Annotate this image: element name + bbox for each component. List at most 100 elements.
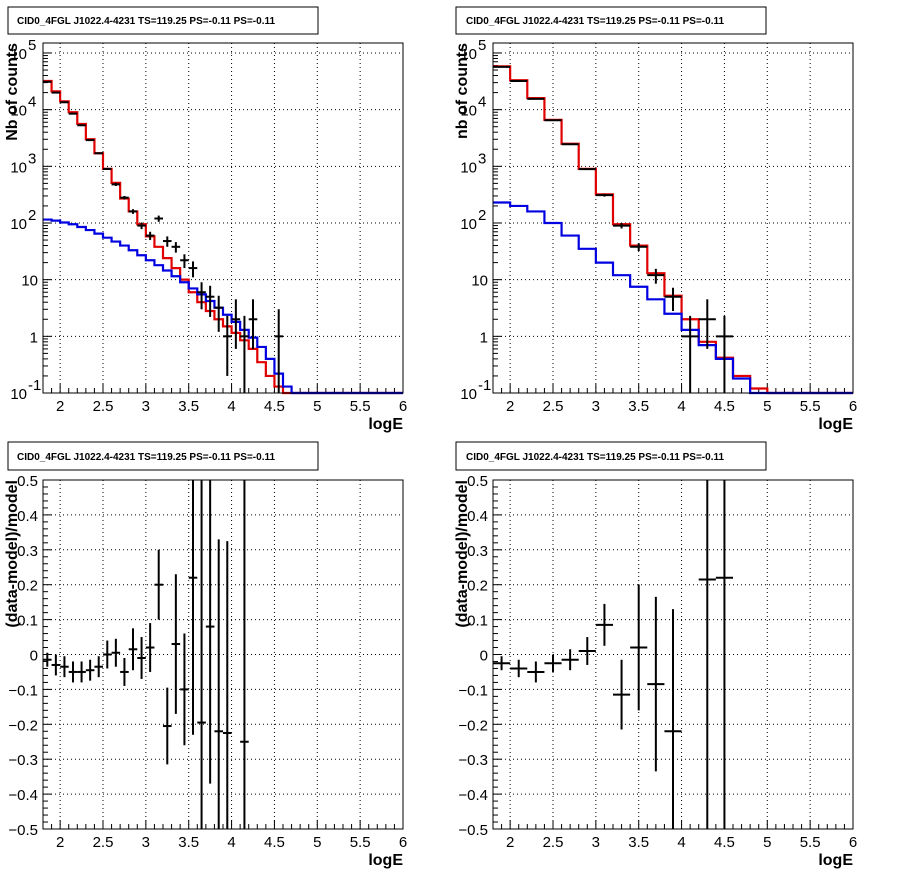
x-tick-label: 5	[313, 398, 321, 415]
data-point	[128, 628, 138, 671]
x-tick-label: 4	[677, 834, 685, 851]
data-point	[163, 236, 172, 247]
chart-title: CID0_4FGL J1022.4-4231 TS=119.25 PS=-0.1…	[466, 452, 724, 463]
x-tick-label: 3.5	[628, 398, 649, 415]
data-point	[240, 480, 249, 829]
data-point	[647, 268, 665, 284]
y-tick-label: −0.2	[8, 717, 38, 734]
y-tick-exponent: -1	[478, 377, 491, 394]
x-tick-label: 2	[56, 398, 64, 415]
y-tick-label: −0.5	[458, 822, 488, 839]
data-point	[544, 654, 562, 672]
y-axis-title: (data-model)/model	[454, 480, 471, 628]
data-point	[137, 222, 146, 230]
y-tick-label: −0.2	[458, 717, 488, 734]
data-point	[68, 112, 78, 115]
x-tick-label: 3.5	[178, 834, 199, 851]
data-point	[51, 654, 61, 676]
data-point	[698, 299, 716, 349]
data-point	[111, 182, 121, 186]
data-point	[171, 242, 181, 253]
data-point	[180, 633, 189, 746]
data-point	[111, 638, 121, 667]
data-point	[223, 315, 232, 376]
data-point	[630, 584, 648, 711]
y-tick-label: 1	[30, 329, 38, 346]
chart-panel-1: 2 2.5 3 3.5 4 4.5 5 5.5 610-1110102103104105logE…	[4, 6, 407, 433]
data-point	[77, 661, 86, 683]
y-tick-exponent: 3	[478, 150, 486, 167]
x-tick-label: 2.5	[93, 398, 114, 415]
y-tick-exponent: 5	[478, 37, 486, 54]
data-point	[223, 541, 232, 829]
y-tick-label: 0	[480, 648, 488, 665]
x-tick-label: 3	[592, 834, 600, 851]
x-tick-label: 3	[592, 398, 600, 415]
x-tick-label: 4	[227, 834, 235, 851]
y-tick-label: 0.4	[467, 508, 488, 525]
data-point	[85, 139, 95, 142]
y-tick-label: 10	[460, 386, 477, 403]
data-point	[145, 231, 155, 241]
y-tick-exponent: 2	[28, 207, 36, 224]
x-tick-label: 6	[849, 834, 857, 851]
data-point	[613, 659, 631, 730]
data-point	[180, 254, 189, 269]
y-tick-label: 0	[30, 648, 38, 665]
y-tick-label: 10	[10, 46, 27, 63]
data-point	[94, 152, 103, 155]
x-axis-title: logE	[368, 416, 403, 433]
data-point	[120, 657, 129, 686]
data-point	[595, 193, 613, 197]
x-tick-label: 4.5	[714, 834, 735, 851]
y-tick-label: 10	[471, 273, 488, 290]
x-tick-label: 5	[763, 398, 771, 415]
x-tick-label: 3.5	[178, 398, 199, 415]
y-tick-exponent: 4	[28, 94, 36, 111]
data-point	[544, 119, 562, 122]
x-axis-title: logE	[818, 416, 853, 433]
x-axis-title: logE	[368, 852, 403, 869]
plot-frame	[492, 42, 854, 394]
grid-lines	[493, 43, 854, 394]
data-point	[647, 596, 665, 772]
data-point	[197, 282, 206, 310]
x-tick-label: 6	[399, 834, 407, 851]
y-tick-label: 10	[10, 103, 27, 120]
y-tick-label: 10	[460, 159, 477, 176]
data-point	[51, 91, 61, 94]
x-tick-label: 2.5	[543, 834, 564, 851]
data-point	[205, 285, 215, 317]
y-tick-label: 0.1	[467, 613, 488, 630]
data-point	[630, 243, 648, 252]
y-tick-label: −0.3	[458, 752, 488, 769]
y-axis-title: (data-model)/model	[4, 480, 21, 628]
x-tick-label: 4.5	[714, 398, 735, 415]
y-tick-label: −0.3	[8, 752, 38, 769]
chart-title: CID0_4FGL J1022.4-4231 TS=119.25 PS=-0.1…	[17, 16, 275, 27]
x-tick-label: 6	[849, 398, 857, 415]
data-point	[163, 687, 172, 765]
x-tick-label: 2	[506, 398, 514, 415]
data-point	[578, 637, 596, 665]
data-point	[145, 623, 155, 672]
x-tick-label: 5.5	[350, 834, 371, 851]
y-tick-label: 0.3	[467, 543, 488, 560]
y-tick-label: −0.1	[8, 682, 38, 699]
data-point	[77, 124, 86, 127]
data-points	[493, 65, 733, 393]
x-tick-label: 3.5	[628, 834, 649, 851]
data-point	[510, 659, 528, 678]
data-point	[85, 659, 95, 681]
histogram-series-blue	[43, 218, 403, 395]
y-tick-label: −0.4	[458, 787, 488, 804]
y-tick-exponent: 5	[28, 37, 36, 54]
data-point	[578, 168, 596, 171]
data-point	[715, 480, 733, 829]
y-axis-title: nb of counts	[454, 43, 471, 139]
data-point	[154, 215, 163, 222]
data-point	[214, 539, 223, 829]
x-axis-title: logE	[818, 852, 853, 869]
x-tick-label: 2.5	[543, 398, 564, 415]
y-tick-label: 10	[21, 273, 38, 290]
